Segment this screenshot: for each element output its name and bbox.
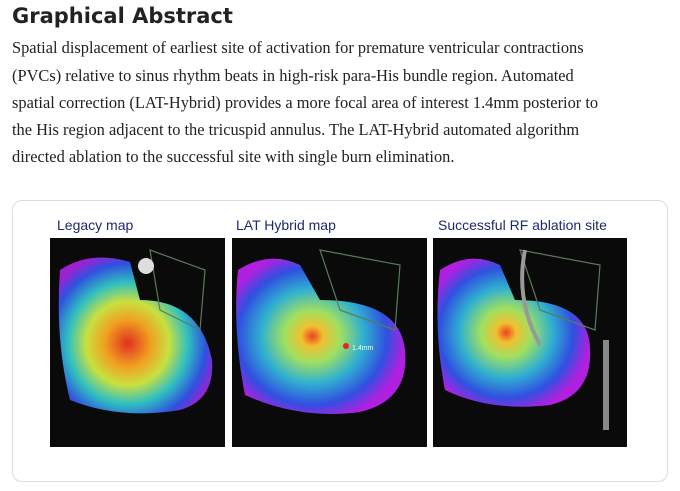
panel-label: Successful RF ablation site xyxy=(438,217,607,233)
panel-image xyxy=(50,238,225,447)
section-title: Graphical Abstract xyxy=(12,4,233,28)
annotation: 1.4mm xyxy=(352,345,374,352)
abstract-line: Spatial displacement of earliest site of… xyxy=(12,38,584,57)
panel-image xyxy=(433,238,627,447)
panel-image: 1.4mm xyxy=(232,238,427,447)
abstract-line: (PVCs) relative to sinus rhythm beats in… xyxy=(12,66,574,85)
panel-label: Legacy map xyxy=(57,217,134,233)
abstract-line: spatial correction (LAT-Hybrid) provides… xyxy=(12,93,599,112)
figure-box xyxy=(12,200,668,482)
abstract-line: directed ablation to the successful site… xyxy=(12,147,455,166)
panel-label: LAT Hybrid map xyxy=(236,217,336,233)
abstract-line: the His region adjacent to the tricuspid… xyxy=(12,120,580,139)
